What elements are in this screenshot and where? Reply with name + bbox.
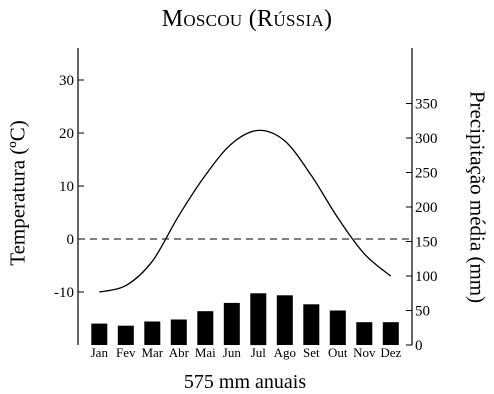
- precipitation-bar: [382, 322, 399, 345]
- temperature-curve: [99, 129, 392, 293]
- precipitation-bar: [197, 311, 214, 345]
- precipitation-bar: [303, 304, 320, 345]
- left-tick-label: 30: [59, 73, 74, 89]
- precipitation-bar: [250, 293, 267, 346]
- month-label: Nov: [353, 345, 376, 360]
- month-label: Out: [328, 345, 348, 360]
- chart-title: Moscou (Rússia): [161, 6, 333, 32]
- month-label: Ago: [274, 345, 296, 360]
- month-label: Mai: [195, 345, 216, 360]
- precipitation-bar: [144, 321, 161, 345]
- month-label: Jan: [91, 345, 109, 360]
- annual-total-label: 575 mm anuais: [183, 371, 307, 393]
- temperature-line: [99, 129, 392, 293]
- right-tick-label: 100: [415, 269, 438, 285]
- precipitation-bar: [170, 319, 187, 345]
- precipitation-bar: [329, 310, 346, 345]
- precipitation-bar: [223, 302, 240, 345]
- right-tick-label: 350: [415, 97, 438, 113]
- month-labels: Jan Fev Mar Abr Mai Jun Jul Ago Set Out Nov Dez: [91, 345, 402, 360]
- left-tick-label: 20: [59, 126, 74, 142]
- month-label: Jun: [223, 345, 242, 360]
- precipitation-bar: [356, 322, 373, 345]
- left-tick-label: 10: [59, 179, 74, 195]
- precipitation-bar: [276, 295, 293, 345]
- right-axis-label: Precipitação média (mm): [465, 90, 490, 304]
- month-label: Set: [303, 345, 320, 360]
- month-label: Jul: [251, 345, 267, 360]
- month-label: Fev: [116, 345, 136, 360]
- precipitation-bar: [117, 325, 134, 345]
- month-label: Dez: [380, 345, 401, 360]
- right-tick-label: 0: [415, 338, 423, 354]
- left-axis: -10 0 10 20 30: [54, 48, 84, 345]
- left-axis-label: Temperatura (ºC): [5, 120, 30, 266]
- precipitation-bar: [91, 323, 108, 345]
- left-tick-label: 0: [67, 232, 75, 248]
- right-tick-label: 200: [415, 200, 438, 216]
- right-tick-label: 150: [415, 235, 438, 251]
- left-tick-label: -10: [54, 285, 74, 301]
- right-tick-label: 300: [415, 131, 438, 147]
- precipitation-bars: [91, 293, 399, 346]
- right-tick-label: 250: [415, 166, 438, 182]
- right-axis: 0 50 100 150 200 250 300 350: [406, 48, 438, 354]
- month-label: Abr: [169, 345, 190, 360]
- right-tick-label: 50: [415, 304, 430, 320]
- month-label: Mar: [141, 345, 163, 360]
